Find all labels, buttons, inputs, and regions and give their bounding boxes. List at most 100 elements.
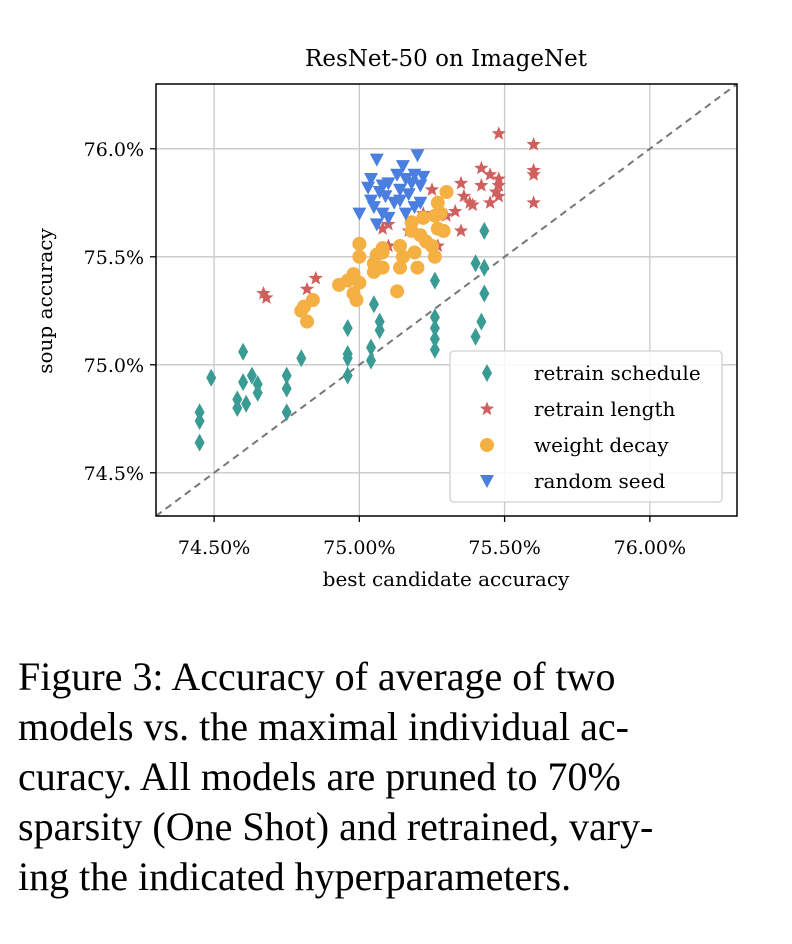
data-point — [352, 249, 367, 264]
data-point — [366, 201, 381, 215]
diagonal-reference-line — [155, 83, 738, 517]
x-tick-label: 75.50% — [468, 537, 540, 559]
y-axis-label: soup accuracy — [33, 228, 57, 374]
data-point — [352, 236, 367, 251]
data-point — [393, 260, 408, 275]
data-point — [526, 137, 541, 151]
data-point — [491, 126, 506, 140]
data-point — [393, 194, 407, 208]
x-tick-label: 74.50% — [178, 537, 250, 559]
data-point — [433, 206, 448, 221]
data-point — [479, 258, 490, 277]
data-point — [299, 281, 315, 296]
data-point — [241, 394, 252, 413]
data-point — [366, 351, 376, 370]
data-point — [401, 188, 416, 202]
data-point — [453, 223, 469, 237]
data-point — [395, 160, 410, 174]
data-point — [369, 218, 384, 232]
data-point — [491, 188, 506, 203]
data-point — [378, 190, 393, 204]
data-point — [194, 433, 205, 452]
y-tick-label: 75.0% — [84, 355, 144, 377]
series-retrain-schedule — [194, 221, 490, 452]
data-point — [238, 342, 249, 361]
data-point — [439, 185, 454, 199]
data-point — [390, 284, 405, 299]
caption-line: models vs. the maximal individual ac- — [18, 704, 629, 749]
data-point — [424, 239, 439, 253]
legend-entry-label: retrain schedule — [534, 361, 701, 385]
caption-line: curacy. All models are pruned to 70% — [18, 754, 621, 799]
data-point — [429, 319, 440, 338]
data-point — [482, 167, 498, 181]
legend-marker — [480, 438, 494, 452]
data-point — [259, 290, 274, 304]
data-point — [256, 286, 271, 300]
series-random-seed — [352, 149, 431, 232]
data-point — [395, 249, 410, 264]
data-point — [281, 403, 292, 422]
caption-line: ing the indicated hyperparameters. — [18, 854, 572, 899]
data-point — [390, 168, 405, 182]
data-point — [416, 170, 431, 184]
y-tick-label: 74.5% — [84, 463, 144, 485]
data-point — [410, 260, 425, 275]
data-point — [381, 177, 396, 191]
data-point — [296, 349, 307, 368]
data-point — [374, 321, 385, 340]
data-point — [462, 195, 477, 209]
data-point — [429, 329, 440, 348]
data-point — [246, 366, 257, 385]
data-point — [375, 221, 390, 235]
legend-entry-label: weight decay — [534, 433, 669, 457]
data-point — [238, 373, 249, 392]
data-point — [369, 153, 384, 167]
data-point — [361, 181, 376, 195]
figure-caption: Figure 3: Accuracy of average of two mod… — [18, 652, 778, 902]
data-point — [281, 379, 292, 398]
data-point — [427, 249, 442, 264]
data-point — [436, 223, 451, 238]
data-point — [393, 183, 407, 197]
legend-marker — [482, 364, 492, 382]
chart-title: ResNet-50 on ImageNet — [305, 46, 588, 72]
series-retrain-length — [256, 126, 541, 304]
data-point — [368, 295, 379, 314]
data-point — [375, 260, 390, 275]
data-point — [456, 188, 472, 203]
data-point — [479, 221, 490, 240]
data-point — [308, 270, 323, 285]
data-point — [430, 195, 445, 210]
x-tick-label: 75.00% — [323, 537, 395, 559]
caption-line: sparsity (One Shot) and retrained, vary- — [18, 804, 654, 849]
data-point — [413, 179, 428, 193]
data-point — [342, 319, 353, 338]
data-point — [410, 149, 425, 163]
data-point — [381, 211, 396, 225]
data-point — [349, 293, 364, 307]
x-tick-label: 76.00% — [614, 537, 686, 559]
data-point — [482, 195, 498, 209]
data-point — [470, 254, 481, 273]
data-point — [429, 340, 440, 359]
data-point — [281, 366, 292, 385]
legend-entry-label: retrain length — [534, 397, 676, 421]
legend: retrain schedule retrain length weight dec… — [449, 350, 723, 503]
grid-lines — [156, 84, 737, 516]
data-point — [393, 239, 408, 253]
data-point — [429, 271, 440, 290]
scatter-chart: ResNet-50 on ImageNet 74.50% 75.00% 75.50%… — [33, 46, 738, 591]
series-weight-decay — [294, 185, 454, 329]
data-point — [465, 197, 480, 211]
legend-entry-label: random seed — [534, 469, 665, 493]
data-point — [398, 207, 413, 221]
data-point — [352, 275, 367, 290]
axis-ticks: 74.50% 75.00% 75.50% 76.00% 74.5% 75.0% 75.5% 7… — [84, 139, 686, 559]
data-point — [479, 284, 490, 303]
data-point — [474, 160, 489, 175]
data-point — [232, 399, 243, 417]
data-point — [416, 210, 431, 225]
data-point — [252, 383, 263, 402]
data-point — [364, 173, 378, 186]
